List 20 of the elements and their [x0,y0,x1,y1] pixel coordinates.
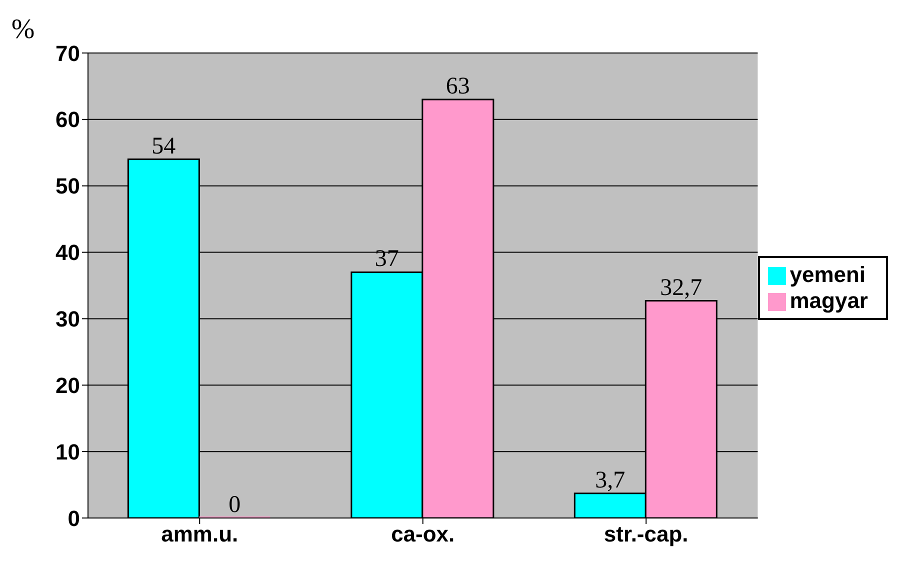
x-tick-label: ca-ox. [391,522,455,547]
y-tick-label: 60 [56,107,80,132]
data-label: 37 [374,246,399,272]
y-tick-label: 10 [56,439,80,464]
y-axis-title: % [11,14,35,45]
legend-label: magyar [790,288,868,313]
y-tick-label: 70 [56,40,80,66]
y-tick-label: 50 [56,174,80,199]
y-tick-label: 40 [56,240,80,266]
y-tick-label: 20 [56,372,80,398]
data-label: 63 [446,74,470,100]
data-label: 0 [228,492,241,518]
data-label: 32,7 [660,274,702,301]
data-label: 3,7 [595,467,626,494]
y-tick-label: 0 [68,506,80,531]
data-label: 54 [152,133,176,160]
x-tick-label: amm.u. [161,522,238,547]
x-tick-label: str.-cap. [604,522,688,547]
y-tick-label: 30 [56,306,80,332]
legend-label: yemeni [790,262,866,287]
